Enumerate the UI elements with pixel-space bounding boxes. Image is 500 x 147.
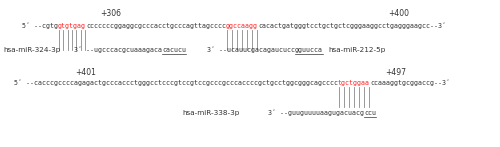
- Text: hsa-miR-338-3p: hsa-miR-338-3p: [182, 110, 240, 116]
- Text: +400: +400: [388, 9, 409, 18]
- Text: +306: +306: [100, 9, 121, 18]
- Text: cccccccggaggcgcccacctgcccagttagcccc: cccccccggaggcgcccacctgcccagttagcccc: [86, 23, 226, 29]
- Text: 5ʹ --cacccgccccagagactgcccaccctgggcctcccgtccgtccgcccgcccaccccgctgcctggcgggcagccc: 5ʹ --cacccgccccagagactgcccaccctgggcctccc…: [14, 80, 338, 86]
- Text: ggccaagg: ggccaagg: [226, 23, 258, 29]
- Text: cacactgatgggtcctgctgctcgggaaggcctgagggaagcc--3ʹ: cacactgatgggtcctgctgctcgggaaggcctgagggaa…: [258, 23, 446, 29]
- Text: 3ʹ --ugcccacgcuaaagaca: 3ʹ --ugcccacgcuaaagaca: [74, 47, 162, 53]
- Text: 5ʹ --cgtg: 5ʹ --cgtg: [22, 23, 58, 29]
- Text: hsa-miR-212-5p: hsa-miR-212-5p: [328, 47, 386, 53]
- Text: ccu: ccu: [364, 110, 376, 116]
- Text: ccaaaggtgcggaccg--3ʹ: ccaaaggtgcggaccg--3ʹ: [370, 80, 450, 86]
- Text: +497: +497: [385, 68, 406, 77]
- Text: tgctggaa: tgctggaa: [338, 80, 370, 86]
- Text: gtgtgag: gtgtgag: [58, 23, 86, 29]
- Text: gguucca: gguucca: [295, 47, 323, 53]
- Text: 3ʹ --ucauucgacagaucucc: 3ʹ --ucauucgacagaucucc: [207, 47, 295, 53]
- Text: 3ʹ --guuguuuuaagugacuacg: 3ʹ --guuguuuuaagugacuacg: [268, 110, 364, 116]
- Text: +401: +401: [75, 68, 96, 77]
- Text: cacucu: cacucu: [162, 47, 186, 53]
- Text: hsa-miR-324-3p: hsa-miR-324-3p: [3, 47, 60, 53]
